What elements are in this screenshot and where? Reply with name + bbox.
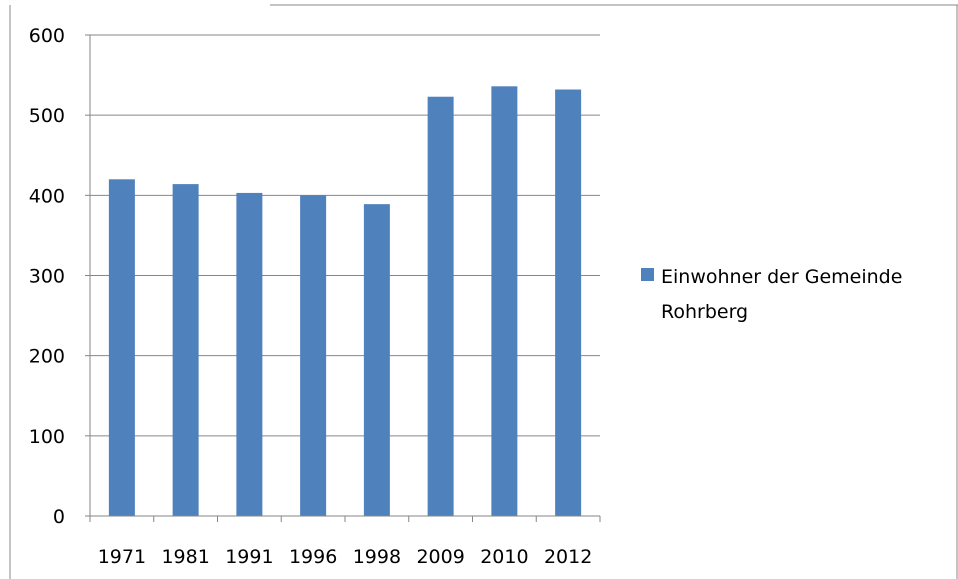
x-tick-label-2010: 2010 (480, 546, 528, 568)
bar-2010 (491, 86, 518, 516)
bar-1981 (172, 184, 199, 517)
x-tick-label-2012: 2012 (544, 546, 592, 568)
bar-1998 (363, 204, 390, 516)
bar-1991 (236, 192, 263, 516)
y-tick-label-200: 200 (29, 346, 65, 368)
y-tick-labels: 0 100 200 300 400 500 600 (29, 25, 65, 528)
gridlines (85, 34, 600, 517)
legend-label-line-2: Rohrberg (661, 301, 748, 323)
bars (108, 86, 582, 517)
legend: Einwohner der Gemeinde Rohrberg (641, 266, 902, 323)
bar-1971 (108, 179, 135, 517)
x-tick-label-1981: 1981 (161, 546, 209, 568)
y-tick-label-0: 0 (53, 506, 65, 528)
y-tick-label-100: 100 (29, 426, 65, 448)
x-tick-label-2009: 2009 (416, 546, 464, 568)
y-tick-label-400: 400 (29, 185, 65, 207)
x-tick-label-1998: 1998 (353, 546, 401, 568)
axes (89, 35, 601, 522)
x-tick-label-1991: 1991 (225, 546, 273, 568)
legend-swatch (641, 268, 654, 281)
y-tick-label-300: 300 (29, 266, 65, 288)
bar-2009 (427, 96, 454, 516)
bar-2012 (555, 89, 582, 516)
x-tick-label-1996: 1996 (289, 546, 337, 568)
legend-label-line-1: Einwohner der Gemeinde (661, 266, 902, 288)
y-tick-label-500: 500 (29, 105, 65, 127)
x-tick-labels: 1971 1981 1991 1996 1998 2009 2010 2012 (98, 546, 593, 568)
bar-1996 (300, 195, 327, 517)
x-tick-label-1971: 1971 (98, 546, 146, 568)
y-tick-label-600: 600 (29, 25, 65, 47)
